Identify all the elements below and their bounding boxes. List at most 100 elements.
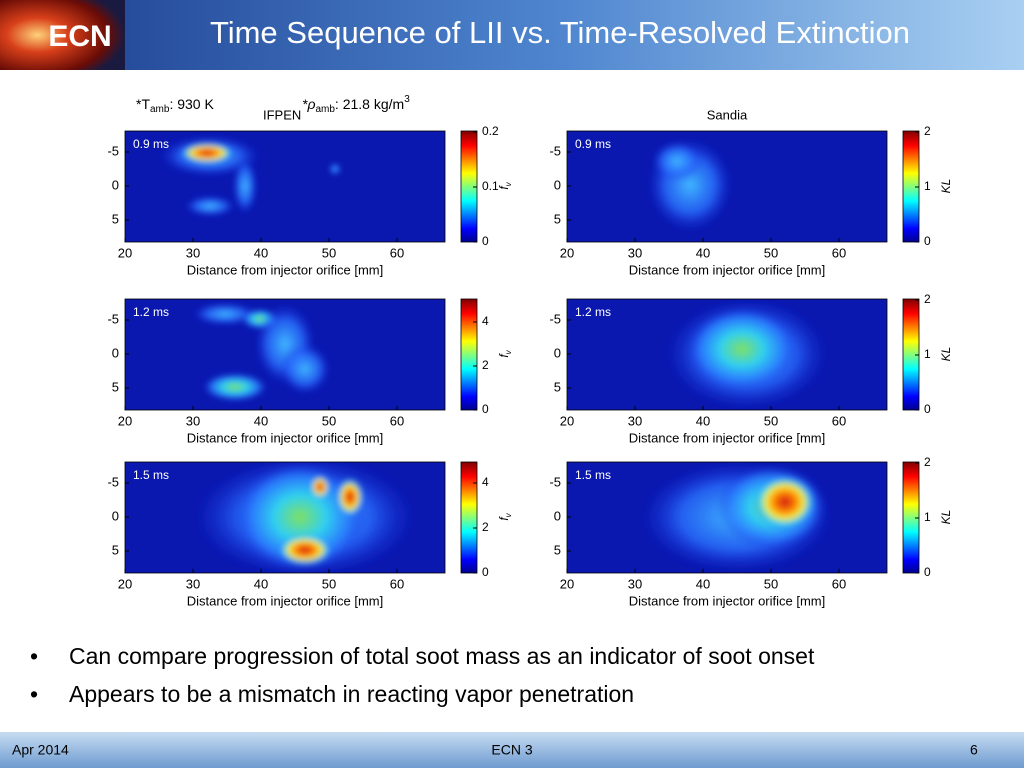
y-tick-label: 5 bbox=[112, 542, 119, 557]
bullet-text: Appears to be a mismatch in reacting vap… bbox=[69, 681, 635, 707]
heatmap-region bbox=[687, 307, 797, 391]
heatmap-region bbox=[185, 196, 235, 216]
colorbar-label-text: KL bbox=[939, 347, 953, 362]
colorbar-tick-label: 0 bbox=[924, 234, 931, 248]
colorbar-label: KL bbox=[939, 179, 953, 194]
colorbar-tick-label: 1 bbox=[924, 347, 931, 361]
x-tick-label: 20 bbox=[118, 245, 132, 260]
x-tick-label: 40 bbox=[696, 576, 710, 591]
source-label: IFPEN bbox=[263, 107, 301, 122]
x-tick-label: 20 bbox=[560, 576, 574, 591]
colorbar-tick-label: 2 bbox=[924, 292, 931, 306]
colorbar-label-text: f bbox=[497, 353, 511, 358]
colorbar-tick-label: 0 bbox=[924, 565, 931, 579]
source-label: Sandia bbox=[707, 107, 748, 122]
heatmap-region bbox=[179, 142, 235, 164]
y-tick-label: 0 bbox=[112, 508, 119, 523]
colorbar-label-text: f bbox=[497, 185, 511, 190]
y-tick-label: -5 bbox=[107, 311, 119, 326]
x-tick-label: 40 bbox=[254, 576, 268, 591]
x-tick-label: 20 bbox=[560, 413, 574, 428]
colorbar-label-sub: v bbox=[504, 512, 513, 517]
colorbar-tick-label: 2 bbox=[924, 124, 931, 138]
page-number: 6 bbox=[970, 742, 978, 758]
x-tick-label: 50 bbox=[322, 576, 336, 591]
colorbar-label-text: f bbox=[497, 516, 511, 521]
panel-label: 1.2 ms bbox=[575, 305, 611, 319]
y-tick-label: 5 bbox=[554, 211, 561, 226]
heatmap bbox=[160, 136, 341, 216]
heatmap-region bbox=[329, 163, 341, 175]
x-tick-label: 50 bbox=[764, 576, 778, 591]
x-tick-label: 60 bbox=[832, 413, 846, 428]
colorbar-tick-label: 1 bbox=[924, 510, 931, 524]
header-bar bbox=[0, 0, 1024, 70]
heatmap-region bbox=[203, 373, 267, 401]
heatmap-region bbox=[235, 462, 365, 572]
x-tick-label: 50 bbox=[764, 413, 778, 428]
panel-label: 1.2 ms bbox=[133, 305, 169, 319]
y-tick-label: -5 bbox=[107, 143, 119, 158]
panel-label: 1.5 ms bbox=[133, 468, 169, 482]
x-tick-label: 30 bbox=[186, 576, 200, 591]
x-axis-label: Distance from injector orifice [mm] bbox=[187, 262, 384, 277]
x-axis-label: Distance from injector orifice [mm] bbox=[629, 593, 826, 608]
x-tick-label: 20 bbox=[560, 245, 574, 260]
colorbar-label-text: KL bbox=[939, 510, 953, 525]
y-tick-label: 5 bbox=[112, 211, 119, 226]
colorbar-label-text: KL bbox=[939, 179, 953, 194]
colorbar-label: fv bbox=[497, 512, 513, 520]
y-tick-label: 0 bbox=[554, 508, 561, 523]
x-axis-label: Distance from injector orifice [mm] bbox=[629, 430, 826, 445]
heatmap bbox=[193, 303, 330, 401]
heatmap-region bbox=[753, 474, 817, 530]
logo-image bbox=[0, 0, 125, 70]
x-axis-label: Distance from injector orifice [mm] bbox=[629, 262, 826, 277]
panel-label: 0.9 ms bbox=[133, 137, 169, 151]
x-tick-label: 40 bbox=[696, 245, 710, 260]
x-tick-label: 60 bbox=[832, 576, 846, 591]
colorbar bbox=[460, 298, 478, 411]
colorbar-tick-label: 0.2 bbox=[482, 124, 499, 138]
x-tick-label: 30 bbox=[186, 413, 200, 428]
condition-density: *ρamb: 21.8 kg/m3 bbox=[302, 94, 410, 115]
panel-label: 1.5 ms bbox=[575, 468, 611, 482]
colorbar-tick-label: 0.1 bbox=[482, 179, 499, 193]
colorbar-tick-label: 2 bbox=[482, 358, 489, 372]
x-tick-label: 20 bbox=[118, 413, 132, 428]
colorbar-tick-label: 1 bbox=[924, 179, 931, 193]
x-tick-label: 40 bbox=[254, 245, 268, 260]
x-tick-label: 60 bbox=[390, 413, 404, 428]
colorbar-tick-label: 0 bbox=[924, 402, 931, 416]
heatmap-region bbox=[233, 158, 257, 214]
colorbar-label: KL bbox=[939, 510, 953, 525]
colorbar-tick-label: 2 bbox=[482, 520, 489, 534]
x-tick-label: 20 bbox=[118, 576, 132, 591]
heatmap-region bbox=[310, 475, 330, 499]
x-tick-label: 60 bbox=[390, 576, 404, 591]
condition-temperature: *Tamb: 930 K bbox=[136, 96, 214, 115]
x-tick-label: 30 bbox=[186, 245, 200, 260]
colorbar-label-sub: v bbox=[504, 181, 513, 186]
colorbar-tick-label: 0 bbox=[482, 402, 489, 416]
colorbar-label-sub: v bbox=[504, 349, 513, 354]
x-tick-label: 40 bbox=[254, 413, 268, 428]
y-tick-label: 5 bbox=[554, 379, 561, 394]
heatmap-region bbox=[336, 477, 364, 517]
heatmap bbox=[642, 462, 832, 572]
y-tick-label: 5 bbox=[554, 542, 561, 557]
footer-bar bbox=[0, 732, 1024, 768]
colorbar-tick-label: 0 bbox=[482, 234, 489, 248]
y-tick-label: 0 bbox=[112, 345, 119, 360]
y-tick-label: 0 bbox=[112, 177, 119, 192]
heatmap-region bbox=[277, 534, 333, 566]
y-tick-label: -5 bbox=[549, 311, 561, 326]
heatmap bbox=[667, 299, 827, 409]
x-tick-label: 30 bbox=[628, 576, 642, 591]
y-tick-label: -5 bbox=[107, 474, 119, 489]
